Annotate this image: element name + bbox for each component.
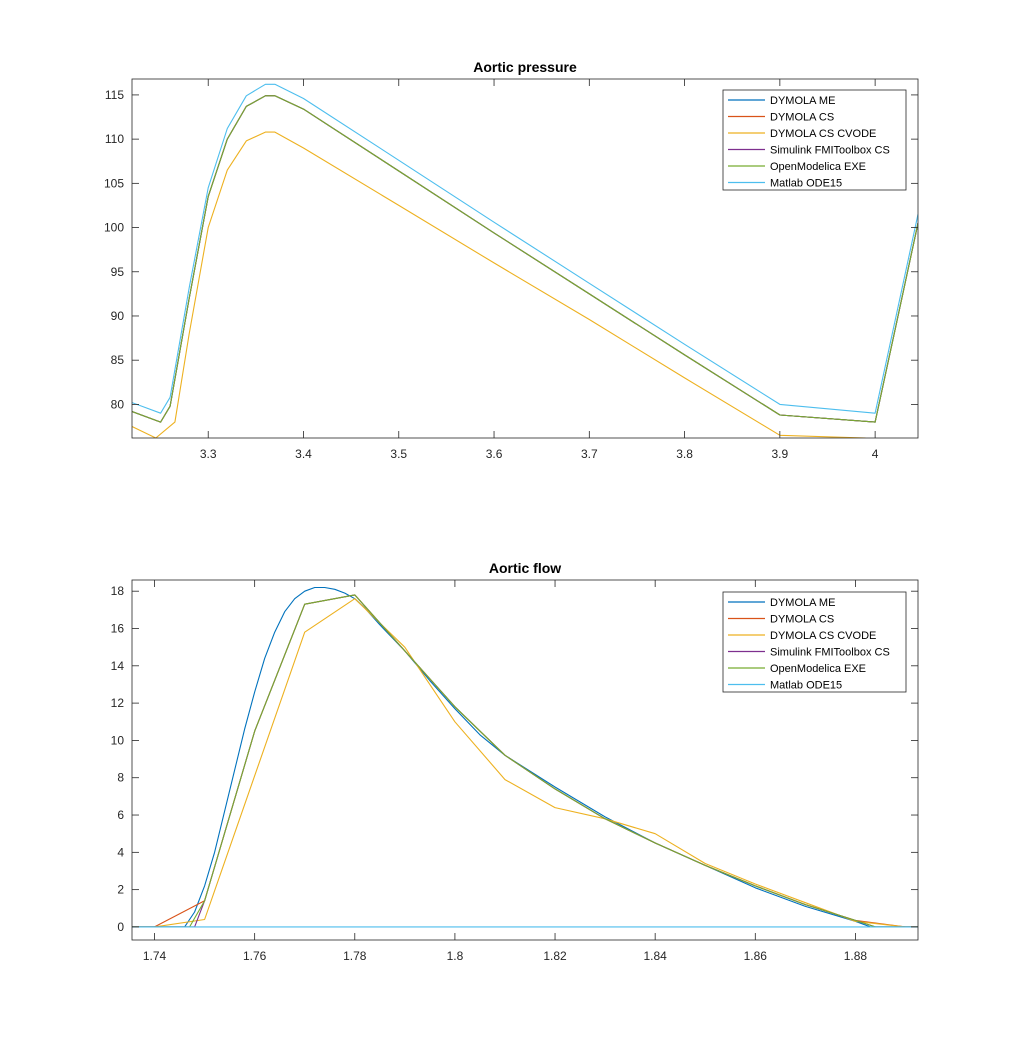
- bottom-chart-y-tick-label: 16: [111, 621, 125, 635]
- bottom-chart-legend-label-5: Matlab ODE15: [770, 680, 842, 692]
- top-chart-x-tick-label: 4: [872, 447, 879, 461]
- bottom-chart-axes-box: [131, 579, 919, 941]
- top-chart-legend-label-4: OpenModelica EXE: [770, 161, 866, 173]
- bottom-chart-x-tick-label: 1.76: [243, 949, 267, 963]
- top-chart-legend-label-0: DYMOLA ME: [770, 95, 835, 107]
- top-chart-y-tick-label: 85: [111, 353, 125, 367]
- bottom-chart-legend-label-2: DYMOLA CS CVODE: [770, 630, 876, 642]
- top-chart-series-line-2: [132, 131, 866, 438]
- top-chart-y-tick-label: 90: [111, 309, 125, 323]
- top-chart-x-tick-label: 3.5: [390, 447, 407, 461]
- top-chart-x-tick-label: 3.3: [200, 447, 217, 461]
- top-chart-legend-label-1: DYMOLA CS: [770, 112, 834, 124]
- bottom-chart-legend-label-4: OpenModelica EXE: [770, 663, 866, 675]
- bottom-chart-legend-label-0: DYMOLA ME: [770, 597, 835, 609]
- bottom-chart-y-tick-label: 6: [117, 808, 124, 822]
- top-chart-series-group: [132, 83, 918, 438]
- bottom-chart-legend-label-3: Simulink FMIToolbox CS: [770, 647, 890, 659]
- bottom-chart-y-tick-label: 10: [111, 733, 125, 747]
- top-chart: 3.3 3.4 3.5 3.6 3.7 3.8 3.9 4 80 85 90 95 100 105 110 1…: [104, 59, 919, 461]
- bottom-chart-y-tick-label: 14: [111, 659, 125, 673]
- top-chart-legend-label-5: Matlab ODE15: [770, 178, 842, 190]
- bottom-chart-x-tick-label: 1.88: [844, 949, 868, 963]
- top-chart-x-tick-label: 3.4: [295, 447, 312, 461]
- top-chart-legend-label-2: DYMOLA CS CVODE: [770, 128, 876, 140]
- bottom-chart-legend: DYMOLA ME DYMOLA CS DYMOLA CS CVODE Simulin…: [722, 591, 907, 693]
- top-chart-title: Aortic pressure: [473, 59, 577, 75]
- top-chart-y-tick-label: 95: [111, 265, 125, 279]
- bottom-chart-x-tick-label: 1.74: [143, 949, 167, 963]
- top-chart-x-tick-label: 3.8: [676, 447, 693, 461]
- bottom-chart-x-tick-label: 1.78: [343, 949, 367, 963]
- top-chart-y-tick-label: 105: [104, 176, 124, 190]
- bottom-chart-title: Aortic flow: [489, 560, 561, 576]
- top-chart-x-tick-label: 3.9: [772, 447, 789, 461]
- bottom-chart: 1.74 1.76 1.78 1.8 1.82 1.84 1.86 1.88 0 2 4 6 8 10 12…: [111, 560, 919, 963]
- top-chart-y-tick-label: 80: [111, 397, 125, 411]
- bottom-chart-legend-label-1: DYMOLA CS: [770, 614, 834, 626]
- bottom-chart-series-line-2: [132, 598, 918, 928]
- bottom-chart-x-tick-label: 1.86: [744, 949, 768, 963]
- top-chart-x-tick-label: 3.7: [581, 447, 598, 461]
- bottom-chart-x-tick-label: 1.84: [643, 949, 667, 963]
- bottom-chart-legend-box: [722, 591, 907, 693]
- top-chart-x-tick-label: 3.6: [486, 447, 503, 461]
- top-chart-y-tick-label: 100: [104, 221, 124, 235]
- top-chart-legend: DYMOLA ME DYMOLA CS DYMOLA CS CVODE Simulin…: [722, 89, 907, 191]
- top-chart-legend-label-3: Simulink FMIToolbox CS: [770, 145, 890, 157]
- bottom-chart-y-tick-label: 18: [111, 584, 125, 598]
- bottom-chart-y-tick-label: 8: [117, 771, 124, 785]
- bottom-chart-x-tick-label: 1.8: [447, 949, 464, 963]
- bottom-chart-series-group: [132, 586, 918, 928]
- bottom-chart-y-tick-label: 12: [111, 696, 125, 710]
- bottom-chart-x-tick-label: 1.82: [543, 949, 567, 963]
- top-chart-y-tick-label: 115: [105, 88, 124, 102]
- bottom-chart-y-tick-label: 4: [117, 845, 124, 859]
- top-chart-legend-box: [722, 89, 907, 191]
- bottom-chart-y-tick-label: 0: [117, 920, 124, 934]
- top-chart-series-line-5: [132, 83, 918, 414]
- top-chart-axes-box: [131, 78, 919, 439]
- bottom-chart-y-tick-label: 2: [117, 883, 124, 897]
- top-chart-y-tick-label: 110: [105, 132, 124, 146]
- bottom-chart-series-line-4: [132, 594, 918, 928]
- top-chart-series-line-4: [132, 95, 918, 423]
